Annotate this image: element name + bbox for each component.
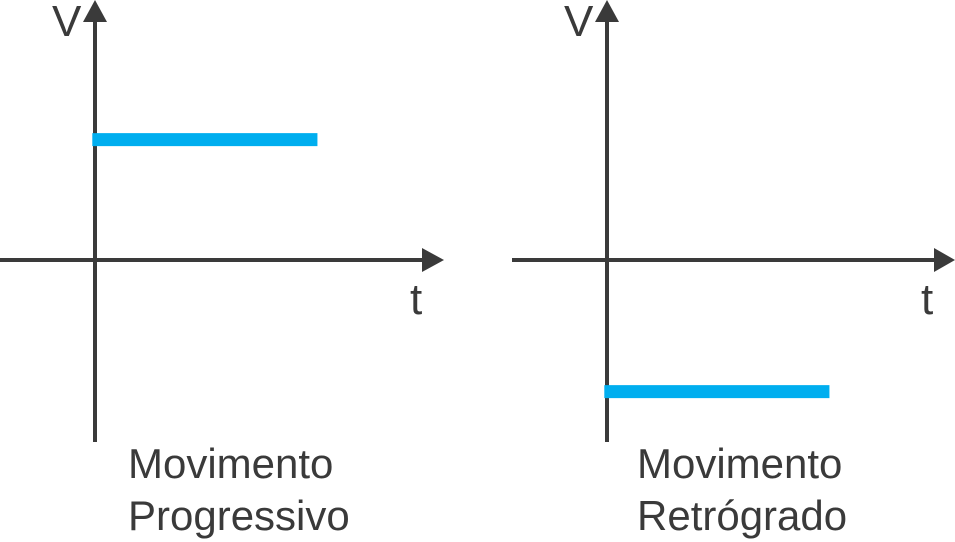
caption-line-2: Progressivo [128, 492, 350, 539]
y-axis-label: V [52, 0, 82, 46]
x-axis-arrowhead [422, 248, 444, 272]
x-axis-arrowhead [934, 248, 955, 272]
chart-retrograde: V t Movimento Retrógrado [512, 0, 955, 539]
x-axis-label: t [921, 275, 933, 324]
caption-line-1: Movimento [637, 440, 842, 487]
x-axis-label: t [410, 275, 422, 324]
caption-line-2: Retrógrado [637, 492, 847, 539]
y-axis-label: V [564, 0, 594, 46]
y-axis-arrowhead [595, 0, 619, 22]
chart-progressive: V t Movimento Progressivo [0, 0, 444, 539]
y-axis-arrowhead [83, 0, 107, 22]
caption-line-1: Movimento [128, 440, 333, 487]
